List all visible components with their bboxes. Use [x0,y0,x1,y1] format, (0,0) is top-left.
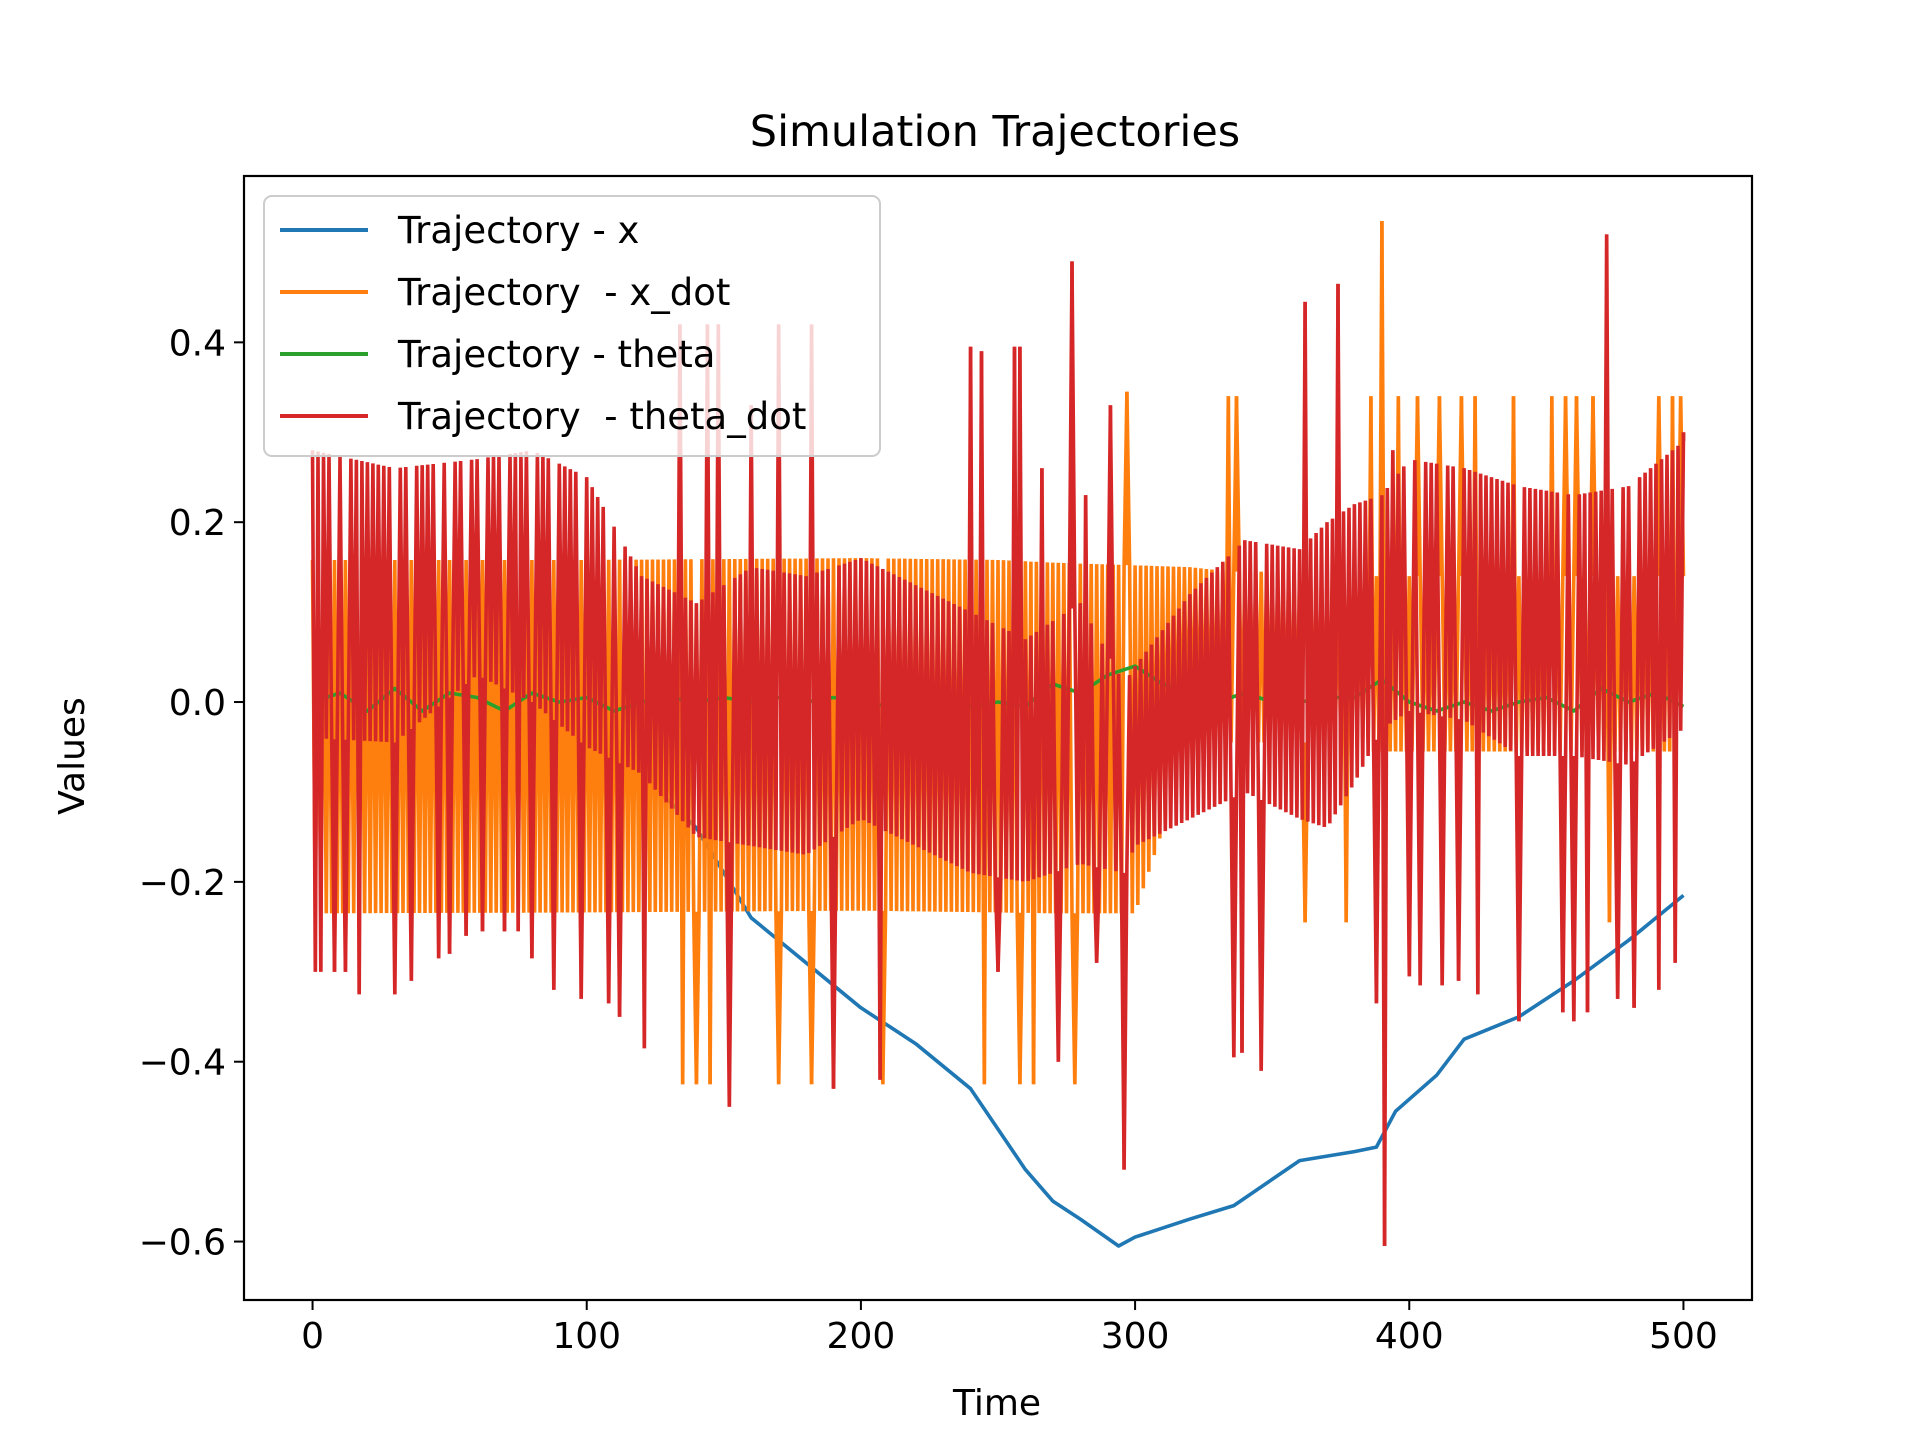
y-tick-label-4: 0.2 [169,503,226,544]
legend-label-0: Trajectory - x [397,209,639,252]
x-tick-label-1: 100 [552,1316,621,1357]
y-tick-label-5: 0.4 [169,323,226,364]
y-tick-label-1: −0.4 [139,1043,226,1084]
y-axis-label: Values [52,697,93,815]
x-tick-label-4: 400 [1375,1316,1444,1357]
y-tick-label-3: 0.0 [169,683,226,724]
x-tick-label-0: 0 [301,1316,324,1357]
legend: Trajectory - x Trajectory - x_dot Trajecto… [264,196,880,456]
y-tick-label-2: −0.2 [139,863,226,904]
legend-label-2: Trajectory - theta [397,333,715,376]
y-tick-label-0: −0.6 [139,1223,226,1264]
legend-label-1: Trajectory - x_dot [397,271,730,314]
x-tick-label-2: 200 [827,1316,896,1357]
chart-title: Simulation Trajectories [750,107,1240,157]
legend-label-3: Trajectory - theta_dot [397,395,806,438]
x-tick-label-3: 300 [1101,1316,1170,1357]
x-axis-label: Time [952,1383,1041,1424]
x-tick-label-5: 500 [1649,1316,1718,1357]
